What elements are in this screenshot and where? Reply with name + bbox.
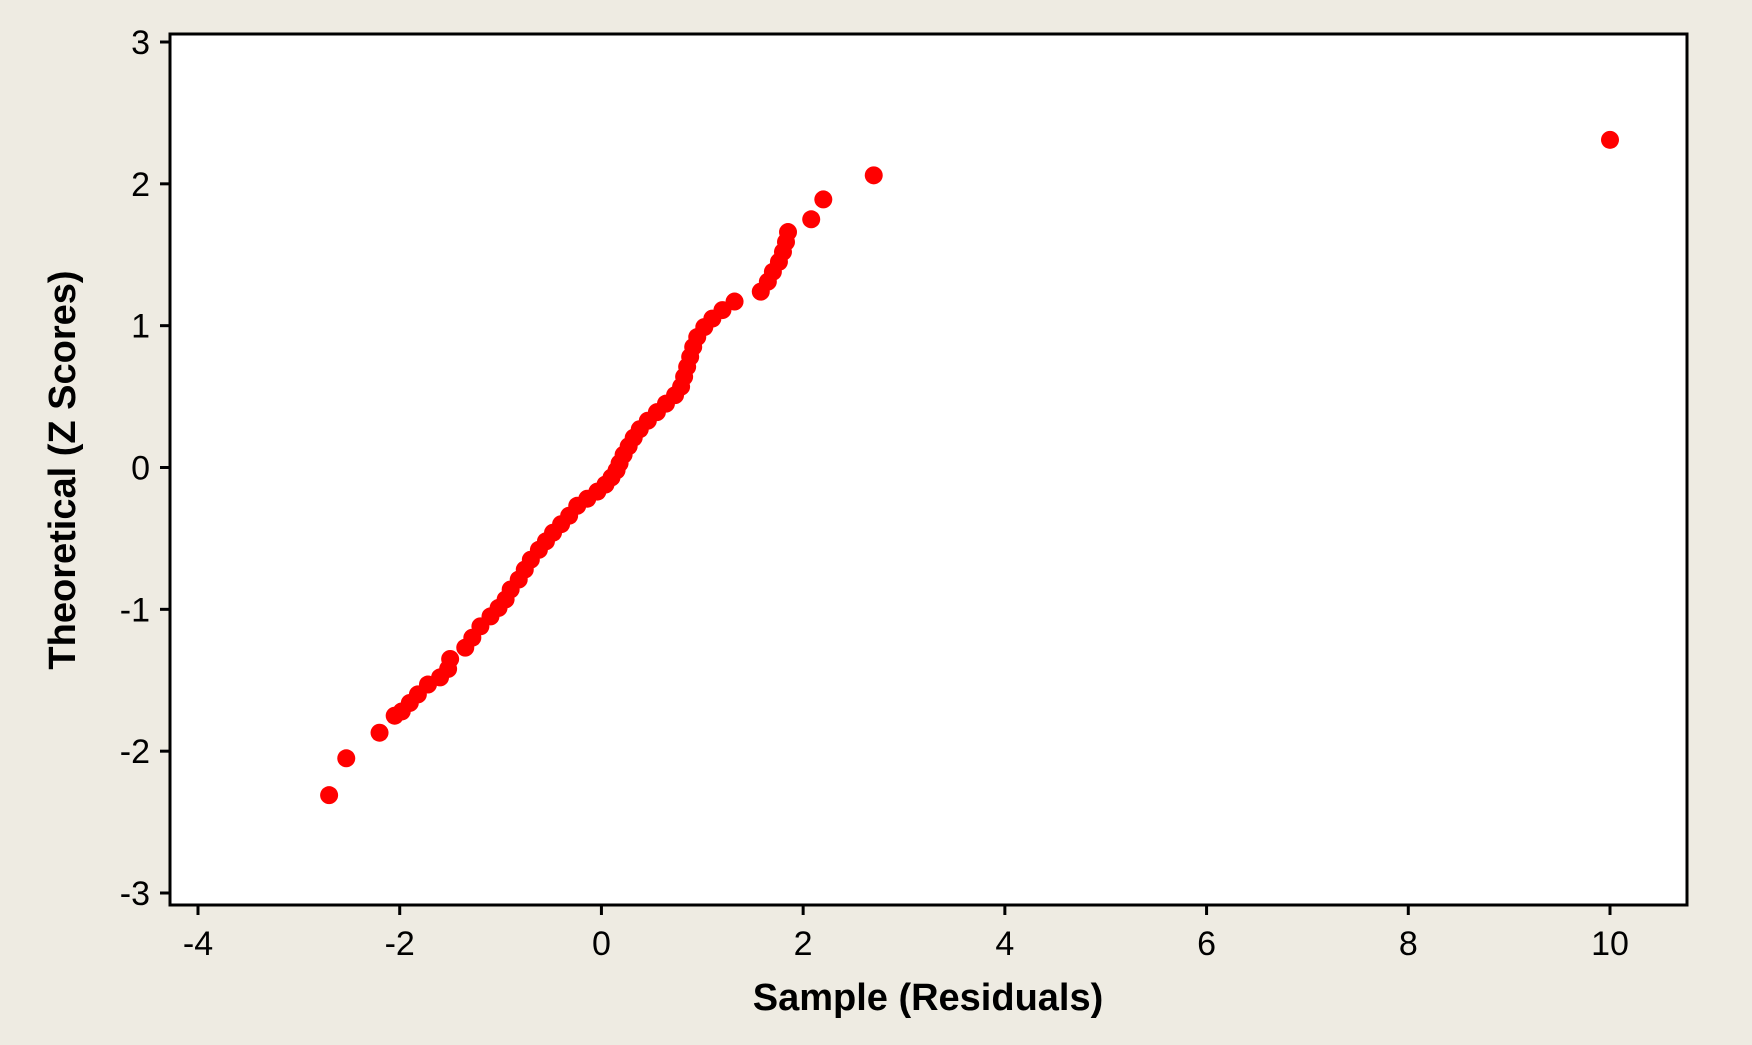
data-points <box>320 130 1619 805</box>
data-point <box>814 190 833 209</box>
y-axis-title: Theoretical (Z Scores) <box>42 270 84 669</box>
x-tick-label: -4 <box>183 925 213 963</box>
x-tick-label: 4 <box>995 925 1014 963</box>
data-point <box>337 749 356 768</box>
y-axis: -3 -2 -1 0 1 2 3 <box>120 24 170 913</box>
y-tick-label: 0 <box>131 450 150 488</box>
x-tick-label: 0 <box>592 925 611 963</box>
data-point <box>370 723 389 742</box>
y-tick-label: -1 <box>120 591 150 629</box>
data-point <box>864 166 883 185</box>
y-tick-label: -2 <box>120 733 150 771</box>
data-point <box>802 210 821 229</box>
y-tick-label: 1 <box>131 308 150 346</box>
data-point <box>1601 130 1619 149</box>
data-point <box>441 649 460 668</box>
x-tick-label: 10 <box>1591 925 1629 963</box>
data-point <box>779 223 798 242</box>
y-tick-label: 2 <box>131 166 150 204</box>
y-tick-label: 3 <box>131 24 150 62</box>
plot-area <box>168 32 1689 907</box>
x-tick-label: 2 <box>794 925 813 963</box>
data-point <box>725 292 744 311</box>
x-tick-label: 6 <box>1197 925 1216 963</box>
x-tick-label: 8 <box>1399 925 1418 963</box>
y-tick-label: -3 <box>120 875 150 913</box>
data-point <box>320 786 339 805</box>
x-tick-label: -2 <box>385 925 415 963</box>
x-axis: -4 -2 0 2 4 6 8 10 <box>183 905 1629 963</box>
x-axis-title: Sample (Residuals) <box>753 977 1104 1019</box>
